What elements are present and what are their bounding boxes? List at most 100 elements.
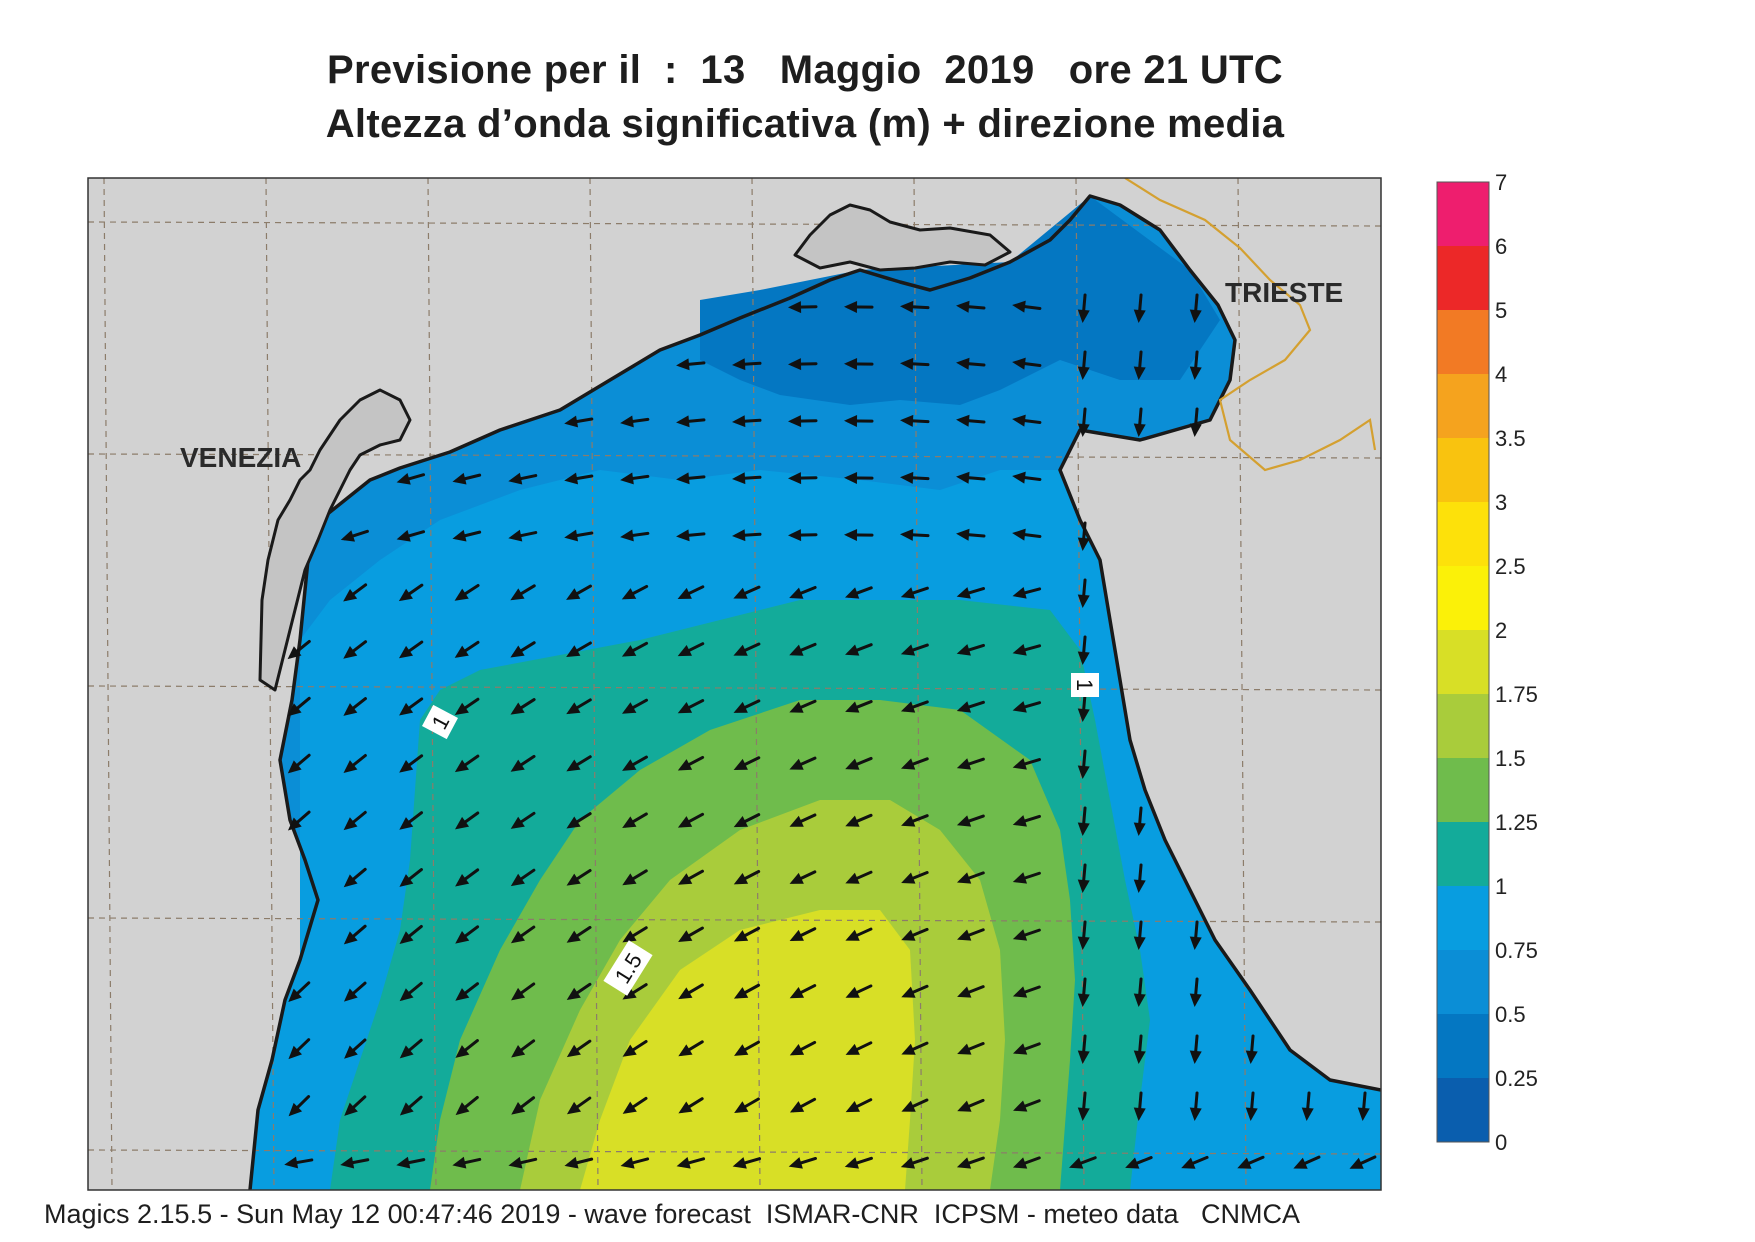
wave-direction-arrow (845, 700, 873, 713)
wave-direction-arrows (284, 293, 1377, 1169)
wave-direction-arrow (343, 981, 367, 1002)
wave-direction-arrow (956, 587, 985, 599)
wave-direction-arrow (399, 1095, 423, 1116)
legend-label: 1.75 (1495, 682, 1538, 707)
wave-direction-arrow (676, 472, 706, 485)
wave-direction-arrow (956, 814, 985, 827)
wave-direction-arrow (844, 471, 874, 484)
wave-direction-arrow (732, 358, 762, 371)
wave-direction-arrow (399, 924, 423, 945)
legend-swatch (1437, 630, 1489, 695)
wave-direction-arrow (676, 1157, 706, 1169)
graticule-meridian (1237, 178, 1247, 1190)
legend-swatch (1437, 822, 1489, 887)
wave-direction-arrow (452, 472, 482, 485)
wave-direction-arrow (566, 584, 592, 600)
wave-direction-arrow (622, 926, 648, 943)
wave-direction-arrow (452, 529, 482, 542)
wave-direction-arrow (1012, 528, 1042, 541)
wave-direction-arrow (1077, 521, 1090, 551)
wave-direction-arrow (844, 586, 873, 599)
wave-direction-arrow (620, 1156, 650, 1169)
legend-label: 2.5 (1495, 554, 1526, 579)
wave-direction-arrow (1245, 1091, 1258, 1121)
wave-direction-arrow (1077, 692, 1090, 722)
wave-direction-arrow (452, 1156, 482, 1169)
wave-direction-arrow (901, 927, 929, 941)
wave-direction-arrow (789, 585, 817, 599)
wave-direction-arrow (678, 926, 704, 942)
wave-direction-arrow (900, 300, 930, 313)
wave-direction-arrow (620, 529, 650, 542)
wave-direction-arrow (789, 642, 817, 656)
wave-direction-arrow (508, 529, 538, 542)
city-label-venezia: VENEZIA (180, 442, 301, 473)
wave-direction-arrow (564, 1156, 594, 1169)
wave-direction-arrow (566, 869, 592, 886)
wave-direction-arrow (510, 584, 536, 601)
legend-label: 6 (1495, 234, 1507, 259)
wave-direction-arrow (1245, 1034, 1258, 1064)
wave-direction-arrow (677, 755, 705, 771)
wave-direction-arrow (677, 699, 705, 714)
legend-label: 2 (1495, 618, 1507, 643)
wave-direction-arrow (676, 358, 706, 371)
wave-direction-arrow (1077, 1091, 1090, 1121)
legend-swatch (1437, 310, 1489, 375)
wave-direction-arrow (677, 812, 705, 828)
wave-direction-arrow (677, 642, 705, 657)
wave-direction-arrow (511, 1096, 536, 1115)
wave-direction-arrow (622, 1039, 648, 1057)
wave-direction-arrow (1237, 1155, 1265, 1169)
wave-direction-arrow (1077, 293, 1090, 323)
wave-direction-arrow (455, 868, 480, 887)
wave-direction-arrow (1012, 985, 1041, 998)
graticule-meridian (427, 178, 437, 1190)
legend-swatch (1437, 694, 1489, 759)
legend-swatch (1437, 438, 1489, 503)
wave-direction-arrow (956, 528, 986, 541)
wave-direction-arrow (733, 926, 761, 942)
venice-lagoon-land (258, 388, 412, 692)
legend-swatch (1437, 950, 1489, 1015)
wave-direction-arrow (288, 1038, 311, 1060)
wave-direction-arrow (734, 1040, 760, 1056)
wave-direction-arrow (343, 810, 367, 831)
wave-direction-arrow (399, 868, 423, 887)
legend-swatch (1437, 1014, 1489, 1079)
legend-label: 7 (1495, 170, 1507, 195)
wave-direction-arrow (1293, 1155, 1321, 1169)
wave-direction-arrow (1013, 1099, 1041, 1112)
wave-direction-arrow (510, 754, 536, 772)
wave-direction-arrow (1077, 977, 1090, 1007)
wave-direction-arrow (788, 358, 818, 371)
wave-direction-arrow (901, 1098, 929, 1112)
graticule-meridian (913, 178, 923, 1190)
wave-direction-arrow (1133, 977, 1146, 1007)
wave-direction-arrow (1133, 920, 1146, 950)
wave-direction-arrow (1077, 863, 1090, 893)
wave-direction-arrow (340, 1156, 370, 1169)
wave-direction-arrow (956, 1156, 985, 1169)
legend-label: 1 (1495, 874, 1507, 899)
wave-direction-arrow (844, 414, 874, 427)
wave-direction-arrow (788, 415, 818, 428)
wave-direction-arrow (1189, 293, 1202, 323)
wave-direction-arrow (1077, 806, 1090, 836)
wave-direction-arrow (1189, 350, 1202, 380)
wave-direction-arrow (1012, 928, 1041, 941)
wave-direction-arrow (845, 927, 873, 941)
wave-direction-arrow (900, 586, 929, 599)
wave-direction-arrow (845, 756, 873, 770)
wave-direction-arrow (399, 754, 424, 773)
wave-direction-arrow (1069, 1156, 1097, 1169)
wave-direction-arrow (676, 529, 706, 542)
wave-direction-arrow (399, 697, 424, 716)
wave-direction-arrow (566, 925, 592, 943)
wave-direction-arrow (1189, 1091, 1202, 1121)
wave-direction-arrow (343, 583, 368, 602)
wave-direction-arrow (957, 1042, 985, 1055)
wave-direction-arrow (398, 583, 424, 602)
wave-direction-arrow (1301, 1091, 1314, 1121)
wave-direction-arrow (1012, 701, 1042, 713)
